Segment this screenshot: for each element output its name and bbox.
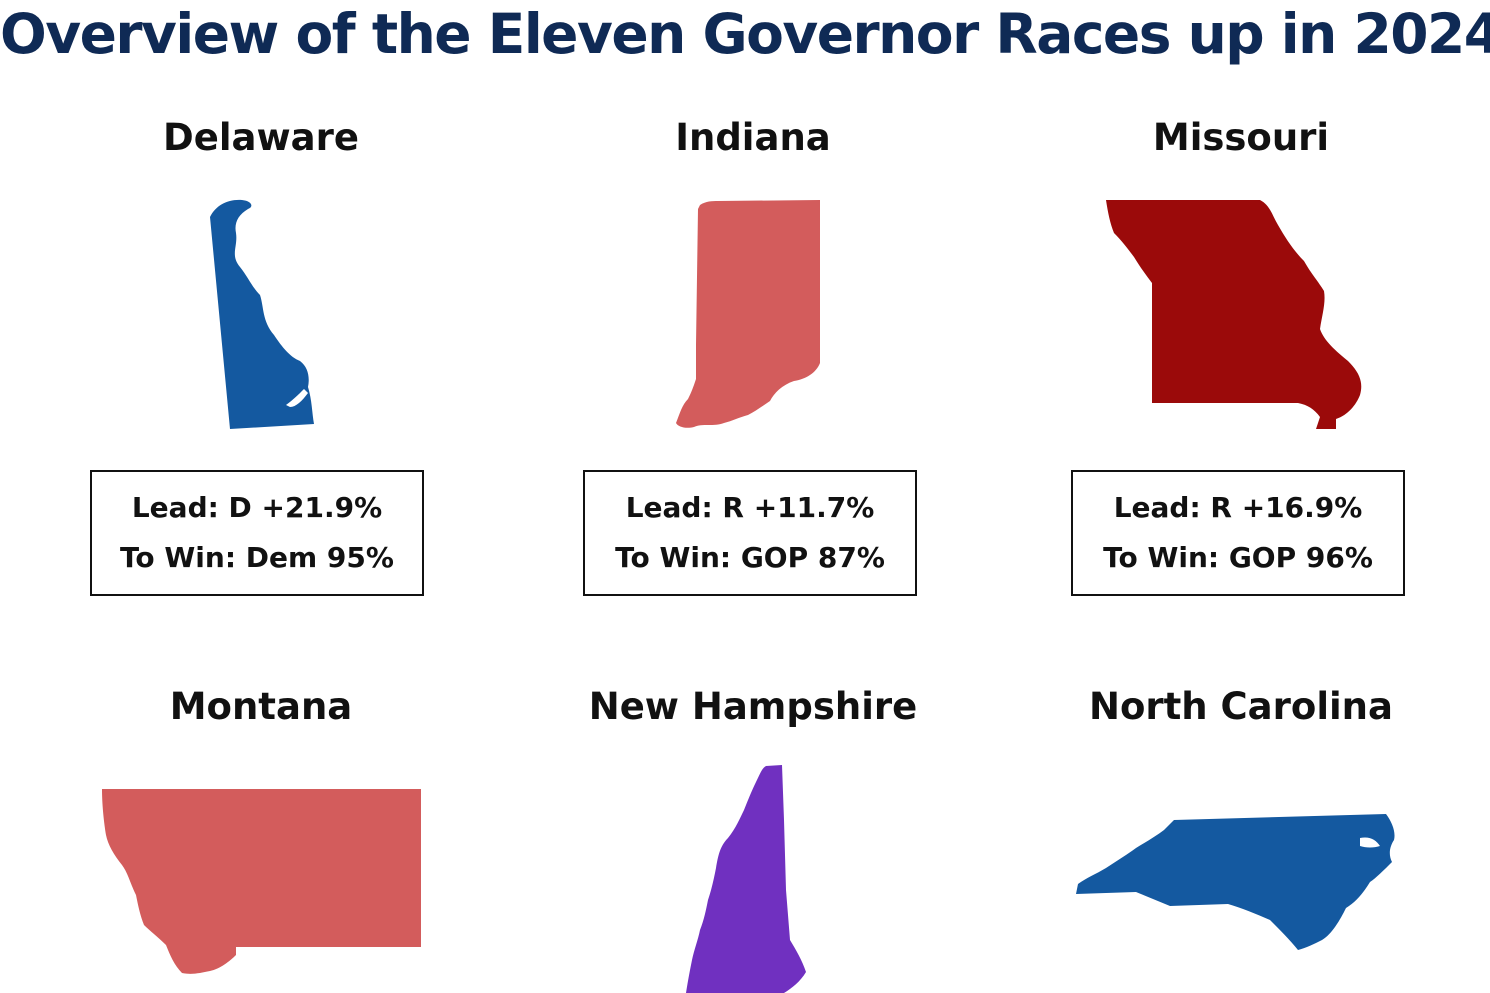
lead-text-missouri: Lead: R +16.9% <box>1113 491 1363 524</box>
indiana-map-icon <box>676 200 820 428</box>
montana-shape <box>102 789 421 974</box>
info-box-missouri: Lead: R +16.9% To Win: GOP 96% <box>1071 470 1405 596</box>
state-name-north-carolina: North Carolina <box>1088 685 1393 728</box>
to-win-text-delaware: To Win: Dem 95% <box>120 541 394 574</box>
indiana-shape <box>676 200 820 428</box>
delaware-map-icon <box>210 199 314 429</box>
to-win-text-missouri: To Win: GOP 96% <box>1103 541 1373 574</box>
missouri-shape <box>1106 200 1362 429</box>
page-title: Overview of the Eleven Governor Races up… <box>0 2 1490 66</box>
state-name-missouri: Missouri <box>1152 116 1330 159</box>
state-name-montana: Montana <box>169 685 353 728</box>
state-name-indiana: Indiana <box>675 116 831 159</box>
north-carolina-shape <box>1076 814 1395 950</box>
info-box-delaware: Lead: D +21.9% To Win: Dem 95% <box>90 470 424 596</box>
new-hampshire-map-icon <box>686 765 806 993</box>
lead-text-indiana: Lead: R +11.7% <box>625 491 875 524</box>
state-name-new-hampshire: New Hampshire <box>588 685 918 728</box>
north-carolina-map-icon <box>1076 814 1395 950</box>
to-win-text-indiana: To Win: GOP 87% <box>615 541 885 574</box>
state-name-delaware: Delaware <box>163 116 359 159</box>
info-box-indiana: Lead: R +11.7% To Win: GOP 87% <box>583 470 917 596</box>
montana-map-icon <box>102 789 421 974</box>
new-hampshire-shape <box>686 765 806 993</box>
delaware-shape <box>210 199 314 429</box>
lead-text-delaware: Lead: D +21.9% <box>131 491 383 524</box>
missouri-map-icon <box>1106 200 1362 429</box>
